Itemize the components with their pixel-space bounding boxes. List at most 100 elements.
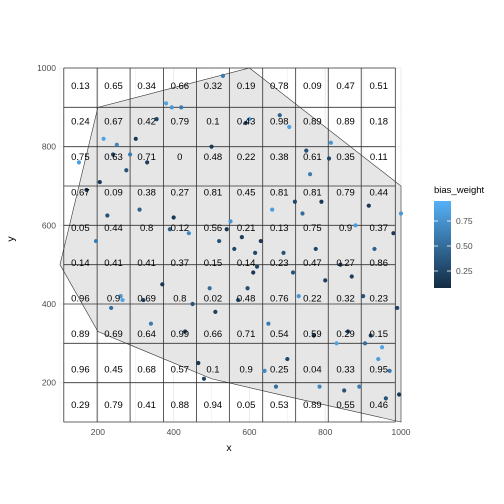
tile-label: 0.05 [71, 223, 90, 234]
tile-label: 0.09 [303, 81, 322, 92]
data-point [201, 376, 207, 381]
tile-label: 0.9 [240, 364, 253, 375]
tile-label: 0.22 [237, 152, 256, 163]
data-point [313, 246, 318, 252]
tile-label: 0.79 [336, 187, 355, 198]
data-point [101, 136, 106, 141]
tile-label: 0.29 [71, 400, 90, 411]
tile-label: 0.69 [104, 329, 123, 340]
data-point [163, 101, 169, 106]
tile-label: 0.79 [171, 117, 190, 128]
data-point [182, 329, 188, 334]
tile-label: 0.25 [270, 364, 289, 375]
data-point [251, 270, 256, 275]
tile-label: 0.59 [303, 329, 322, 340]
tile-label: 0.1 [206, 364, 219, 375]
data-point [243, 120, 248, 126]
tile-label: 0.41 [137, 400, 156, 411]
tile-label: 0.8 [173, 294, 186, 305]
data-point [362, 341, 368, 346]
tile-label: 0.35 [336, 152, 355, 163]
data-point [270, 207, 275, 212]
tile-label: 0.42 [137, 117, 156, 128]
region-polygon [59, 67, 402, 423]
tile-label: 0.76 [270, 294, 289, 305]
tile-grid [63, 67, 396, 423]
data-point [262, 368, 267, 373]
tile-label: 0.14 [237, 258, 256, 269]
data-point [387, 368, 392, 373]
tile-labels: 0.13 0.65 0.34 0.66 0.32 0.19 0.78 0.09 0.47 0.51… [71, 81, 388, 411]
data-point [285, 356, 290, 362]
tile-label: 0.33 [336, 364, 355, 375]
tile-label: 0.32 [336, 294, 355, 305]
data-point [361, 294, 366, 299]
tile-label: 0.89 [303, 400, 322, 411]
data-point [232, 246, 237, 252]
legend-tick-label: 0.75 [456, 216, 473, 226]
data-point [213, 309, 218, 314]
data-point [292, 199, 298, 204]
data-point [366, 203, 371, 208]
tile-label: 0.32 [204, 81, 223, 92]
tile-label: 0.57 [171, 364, 190, 375]
tile-label: 0.81 [303, 187, 322, 198]
tile-label: 0.9 [339, 223, 352, 234]
tile-label: 0.75 [303, 223, 322, 234]
y-tick-label: 1000 [37, 63, 56, 73]
tile-label: 0.22 [303, 294, 322, 305]
x-tick-label: 800 [318, 427, 332, 437]
tile-label: 0.67 [104, 117, 123, 128]
data-point [109, 305, 114, 311]
data-point [118, 294, 123, 299]
legend-ticks: 0.25 0.50 0.75 [434, 216, 473, 276]
x-tick-label: 200 [91, 427, 105, 437]
x-ticks: 200 400 600 800 1000 [91, 427, 411, 437]
data-point [398, 211, 404, 216]
tile-label: 0.21 [237, 223, 256, 234]
legend-tick-label: 0.50 [456, 241, 473, 251]
data-point [76, 160, 82, 165]
data-point [148, 321, 154, 326]
data-point [171, 215, 176, 220]
tile-label: 0.27 [171, 187, 190, 198]
data-point [196, 360, 201, 366]
data-point [273, 384, 279, 389]
tile-label: 0.75 [71, 152, 90, 163]
data-point [372, 246, 377, 252]
data-point [368, 333, 373, 338]
tile-label: 0 [177, 152, 182, 163]
data-point [266, 321, 271, 326]
data-point [287, 124, 292, 130]
tile-label: 0.14 [71, 258, 90, 269]
tile-label: 0.53 [270, 400, 289, 411]
x-tick-label: 400 [167, 427, 181, 437]
data-point [154, 117, 159, 122]
tile-label: 0.81 [270, 187, 289, 198]
tile-label: 0.45 [104, 364, 123, 375]
y-tick-label: 400 [42, 299, 56, 309]
tile-label: 0.18 [369, 117, 388, 128]
data-point [127, 152, 133, 157]
data-point [254, 264, 260, 269]
data-point [217, 238, 222, 244]
data-point [84, 187, 89, 193]
tile-label: 0.99 [171, 329, 190, 340]
tile-label: 0.78 [270, 81, 289, 92]
data-point [383, 396, 388, 401]
data-point [179, 105, 184, 110]
data-point [160, 282, 165, 287]
tile-label: 0.66 [171, 81, 190, 92]
tile-label: 0.64 [137, 329, 156, 340]
data-point [277, 113, 282, 118]
data-point [133, 136, 138, 141]
data-point [395, 305, 400, 311]
data-point [353, 223, 358, 228]
data-point [93, 238, 99, 244]
data-point [209, 144, 214, 149]
legend-tick-label: 0.25 [456, 266, 473, 276]
tile-label: 0.8 [140, 223, 153, 234]
data-point [207, 286, 212, 291]
tile-label: 0.55 [336, 400, 355, 411]
